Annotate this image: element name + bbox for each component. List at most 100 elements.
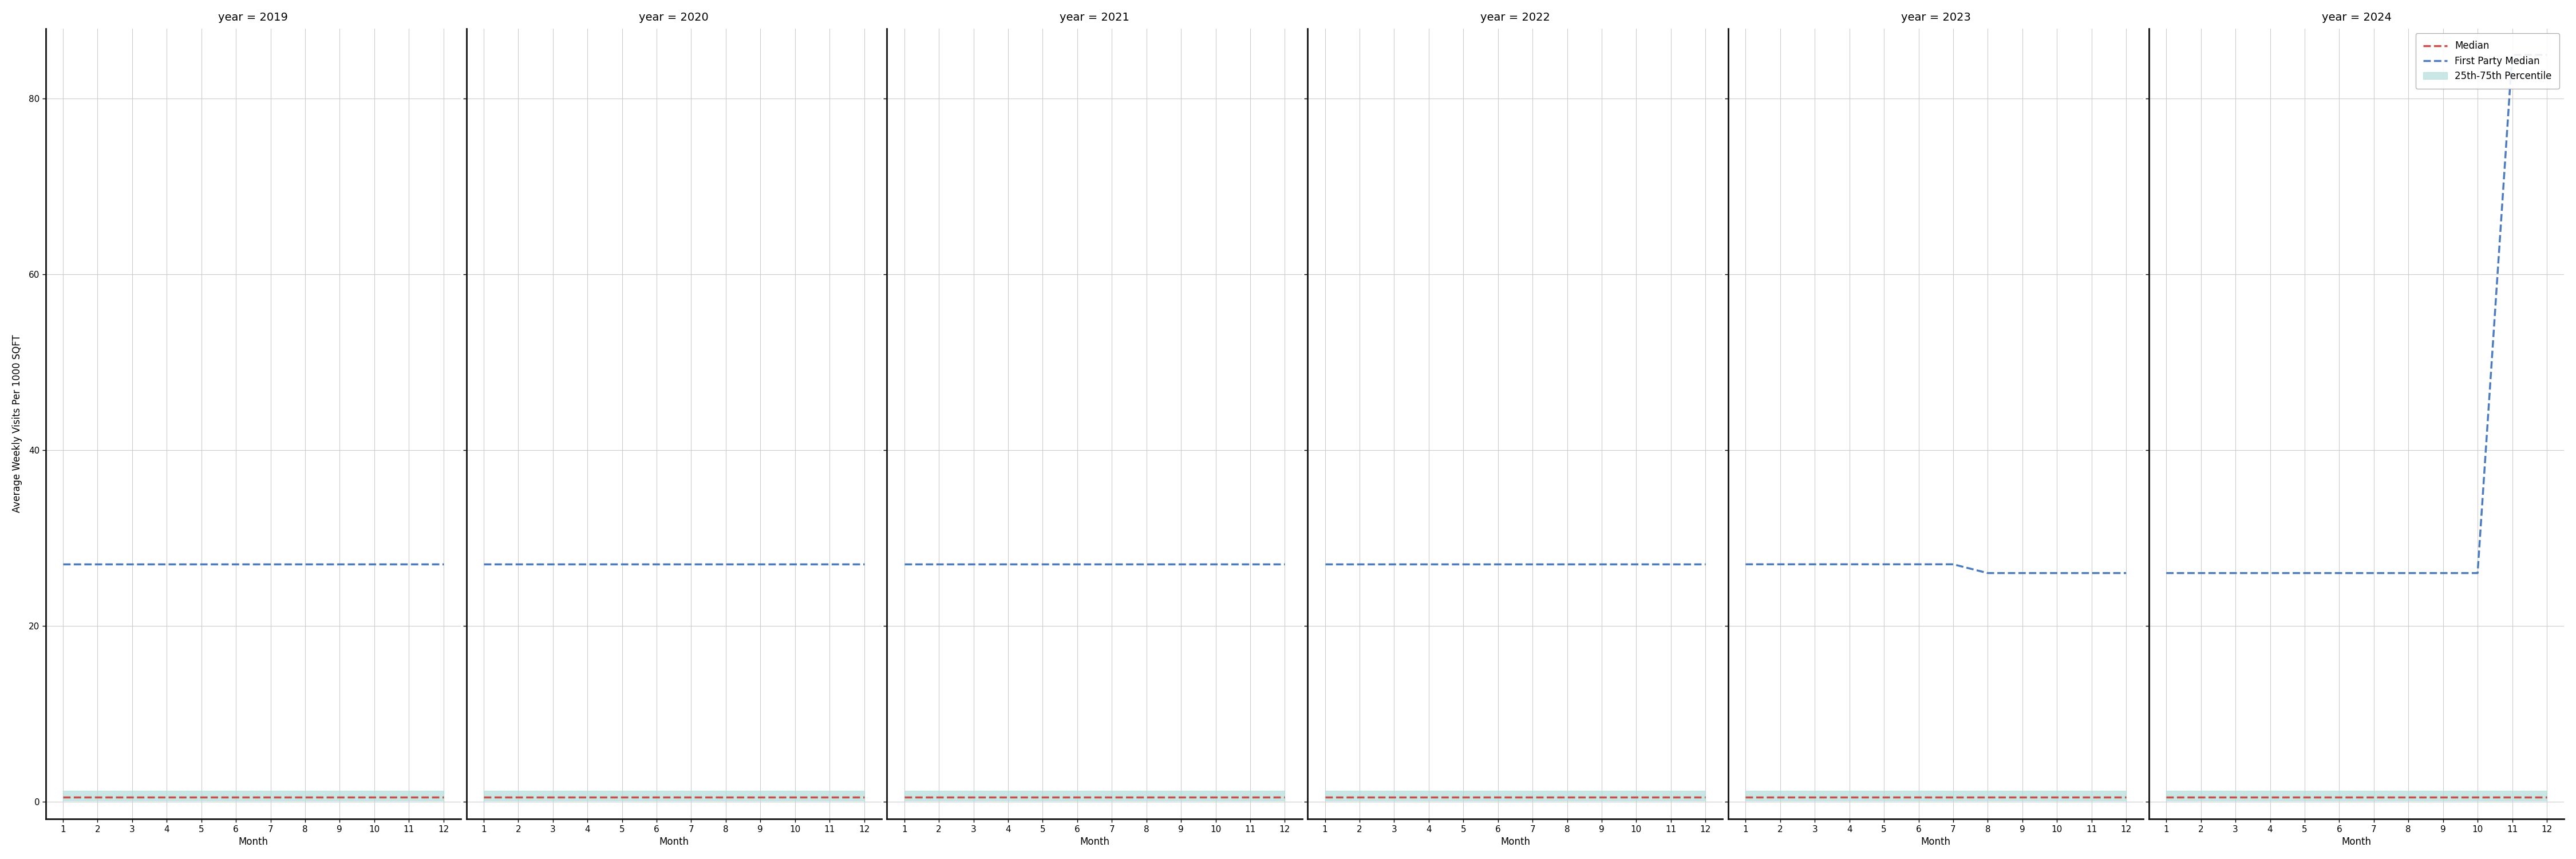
Median [2221,792,2251,802]
Y-axis label: Average Weekly Visits Per 1000 SQFT: Average Weekly Visits Per 1000 SQFT [13,335,23,513]
First Party Median [2290,568,2321,578]
Median [1973,792,2004,802]
First Party Median [1448,559,1479,570]
Median [1798,792,1829,802]
First Party Median [2463,568,2494,578]
Median [1620,792,1651,802]
Median [2184,792,2215,802]
First Party Median [2110,568,2141,578]
Median [2463,792,2494,802]
Median [289,792,319,802]
First Party Median [1973,568,2004,578]
First Party Median [641,559,672,570]
Median [992,792,1023,802]
Median [2496,792,2527,802]
Median [2110,792,2141,802]
First Party Median [605,559,636,570]
First Party Median [1904,559,1935,570]
First Party Median [2393,568,2424,578]
First Party Median [1131,559,1162,570]
Title: year = 2024: year = 2024 [2321,12,2391,23]
Median [1765,792,1795,802]
Median [2427,792,2458,802]
Median [1868,792,1899,802]
Median [1904,792,1935,802]
Median [428,792,459,802]
Median [781,792,811,802]
Median [255,792,286,802]
First Party Median [1620,559,1651,570]
First Party Median [1270,559,1301,570]
Median [1061,792,1092,802]
Median [82,792,113,802]
Median [1097,792,1128,802]
Line: First Party Median: First Party Median [2166,55,2548,573]
Median [1731,792,1762,802]
Median [1656,792,1687,802]
First Party Median [922,559,953,570]
First Party Median [1656,559,1687,570]
First Party Median [1200,559,1231,570]
First Party Median [2360,568,2391,578]
Median [2324,792,2354,802]
First Party Median [781,559,811,570]
Title: year = 2021: year = 2021 [1059,12,1128,23]
First Party Median [2040,568,2071,578]
Median [1551,792,1582,802]
Legend: Median, First Party Median, 25th-75th Percentile: Median, First Party Median, 25th-75th Pe… [2416,34,2561,89]
Median [502,792,533,802]
Median [1690,792,1721,802]
First Party Median [2427,568,2458,578]
Median [1234,792,1265,802]
Median [1414,792,1445,802]
First Party Median [1834,559,1865,570]
First Party Median [848,559,878,570]
Median [2393,792,2424,802]
Median [922,792,953,802]
Median [358,792,389,802]
Median [2360,792,2391,802]
First Party Median [469,559,500,570]
Median [1164,792,1195,802]
X-axis label: Month: Month [659,837,688,847]
First Party Median [1517,559,1548,570]
Title: year = 2020: year = 2020 [639,12,708,23]
Median [711,792,742,802]
First Party Median [572,559,603,570]
Median [2532,792,2563,802]
Line: First Party Median: First Party Median [1747,564,2125,573]
First Party Median [538,559,569,570]
Median [2007,792,2038,802]
First Party Median [1690,559,1721,570]
First Party Median [1551,559,1582,570]
Median [1378,792,1409,802]
Median [1200,792,1231,802]
Median [2076,792,2107,802]
First Party Median [325,559,355,570]
Median [1309,792,1340,802]
First Party Median [222,559,252,570]
X-axis label: Month: Month [240,837,268,847]
First Party Median [1378,559,1409,570]
Median [46,792,77,802]
Median [325,792,355,802]
First Party Median [1061,559,1092,570]
First Party Median [1587,559,1618,570]
First Party Median [1765,559,1795,570]
Median [1345,792,1376,802]
First Party Median [82,559,113,570]
First Party Median [675,559,706,570]
Median [222,792,252,802]
Median [1481,792,1512,802]
Median [675,792,706,802]
Median [394,792,425,802]
First Party Median [1481,559,1512,570]
X-axis label: Month: Month [1079,837,1110,847]
First Party Median [2076,568,2107,578]
Median [469,792,500,802]
First Party Median [1868,559,1899,570]
X-axis label: Month: Month [1499,837,1530,847]
Median [958,792,989,802]
Title: year = 2019: year = 2019 [219,12,289,23]
First Party Median [152,559,183,570]
